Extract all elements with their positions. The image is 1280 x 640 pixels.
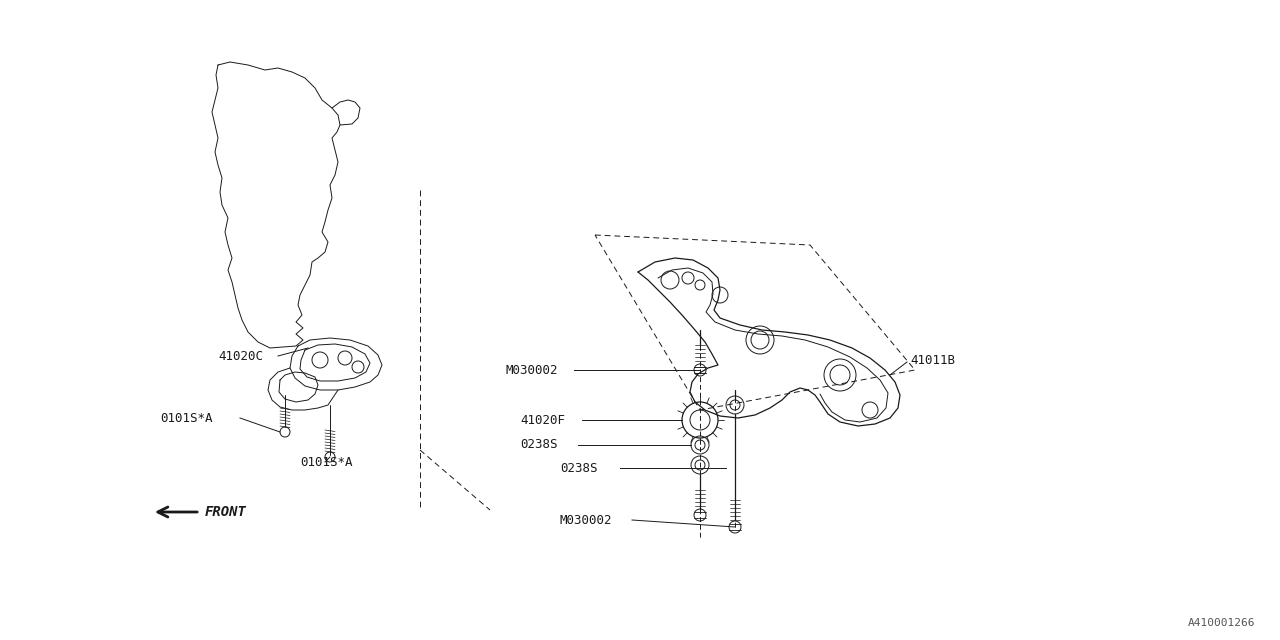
Text: 41020F: 41020F (520, 413, 564, 426)
Text: 0238S: 0238S (520, 438, 558, 451)
Text: FRONT: FRONT (205, 505, 247, 519)
Text: 41011B: 41011B (910, 353, 955, 367)
Text: 0101S*A: 0101S*A (160, 412, 212, 424)
Text: 0238S: 0238S (561, 461, 598, 474)
Text: 41020C: 41020C (218, 349, 262, 362)
Text: 0101S*A: 0101S*A (300, 456, 352, 468)
Text: M030002: M030002 (506, 364, 558, 376)
Text: M030002: M030002 (561, 513, 613, 527)
Text: A410001266: A410001266 (1188, 618, 1254, 628)
